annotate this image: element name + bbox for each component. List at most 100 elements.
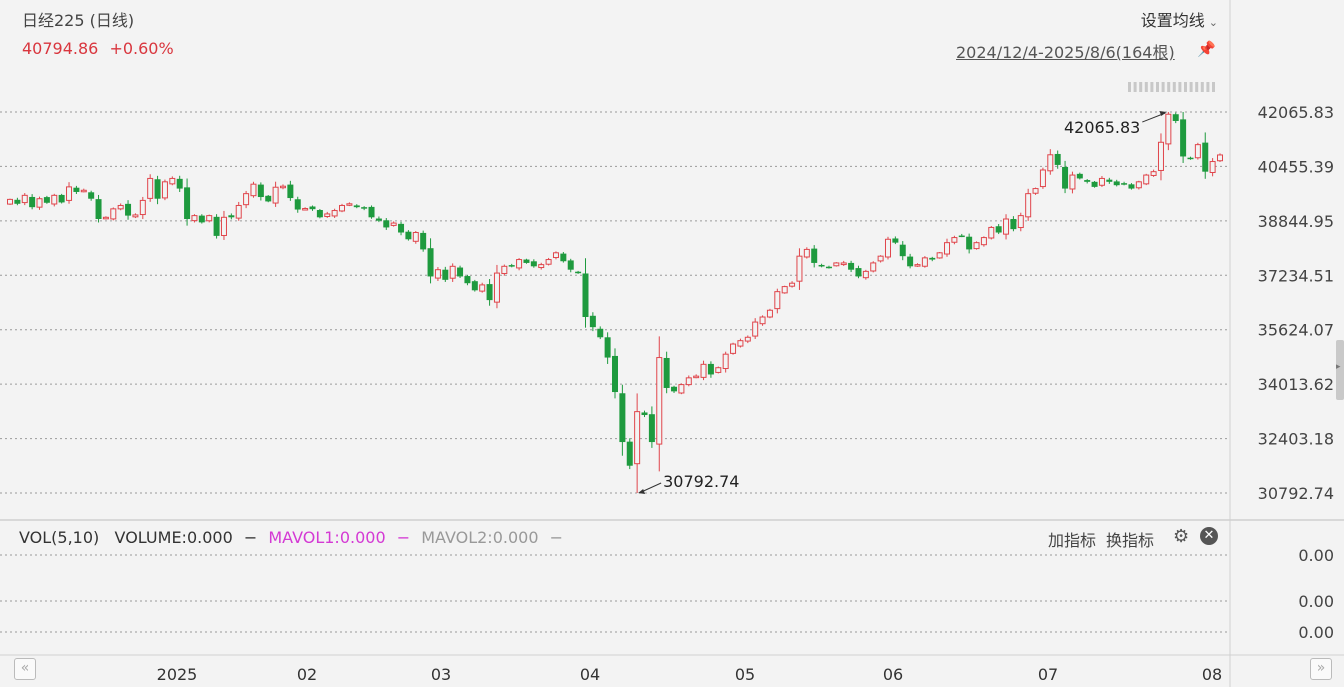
candle-body-up <box>51 194 58 205</box>
candle-body-up <box>479 284 486 292</box>
candle-body-down <box>398 223 405 233</box>
set-moving-average-button[interactable]: 设置均线 ⌄ <box>1141 7 1218 31</box>
candle-body-down <box>457 267 464 277</box>
x-tick-label: 05 <box>735 665 755 684</box>
candle-body-down <box>1010 218 1017 230</box>
candle-body-up <box>921 257 928 267</box>
volume-value: VOLUME:0.000 <box>114 528 233 547</box>
candle-body-down <box>508 265 515 267</box>
candle-body-up <box>685 377 692 386</box>
candle-body-down <box>707 363 714 375</box>
candle-body-down <box>14 199 21 204</box>
candle-body-up <box>914 264 921 267</box>
y-tick-label: 35624.07 <box>1258 321 1334 340</box>
candle-body-up <box>980 237 987 246</box>
candle-body-down <box>1091 181 1098 187</box>
candle-body-up <box>730 343 737 354</box>
candle-body-up <box>1194 144 1201 159</box>
candle-body-down <box>567 260 574 270</box>
candle-body-up <box>552 252 559 259</box>
candle-body-down <box>287 184 294 199</box>
candle-body-down <box>619 393 626 443</box>
mark-strip <box>1156 82 1159 92</box>
candle-body-down <box>958 235 965 238</box>
mark-strip <box>1184 82 1187 92</box>
candle-body-up <box>169 177 176 185</box>
scroll-left-button[interactable]: « <box>14 658 36 680</box>
add-indicator-button[interactable]: 加指标 <box>1048 531 1097 550</box>
high-arrowhead <box>1159 111 1167 116</box>
candle-body-up <box>516 259 523 269</box>
x-tick-label: 02 <box>297 665 317 684</box>
gear-icon[interactable]: ⚙ <box>1173 526 1190 547</box>
candle-body-up <box>538 264 545 269</box>
candle-body-up <box>1209 161 1216 173</box>
candle-body-up <box>279 185 286 189</box>
ma-button-label: 设置均线 <box>1140 11 1205 30</box>
mark-strip <box>1206 82 1210 92</box>
candle-body-up <box>1047 154 1054 172</box>
candle-body-down <box>575 271 582 274</box>
x-tick-label: 03 <box>431 665 451 684</box>
candle-body-down <box>73 187 80 192</box>
candle-body-down <box>671 386 678 392</box>
candle-body-up <box>870 262 877 272</box>
candle-body-up <box>944 242 951 255</box>
candle-body-down <box>1113 181 1120 186</box>
date-range-link[interactable]: 2024/12/4-2025/8/6(164根) <box>956 43 1175 62</box>
candle-body-up <box>434 269 441 279</box>
candle-body-down <box>1054 153 1061 165</box>
candle-body-down <box>582 273 589 318</box>
candle-body-down <box>1121 183 1128 185</box>
y-tick-label: 30792.74 <box>1258 484 1334 503</box>
y-tick-label: 38844.95 <box>1258 212 1334 231</box>
candle-body-down <box>560 253 567 262</box>
high-label: 42065.83 <box>1064 118 1140 137</box>
candle-body-down <box>1062 166 1069 189</box>
candle-body-down <box>966 236 973 250</box>
volume-tick-label: 0.00 <box>1298 592 1334 611</box>
scrollbar-handle[interactable] <box>1336 340 1344 400</box>
candle-body-up <box>1217 154 1223 162</box>
candle-body-down <box>368 206 375 218</box>
y-tick-label: 32403.18 <box>1258 430 1334 449</box>
candle-body-down <box>899 244 906 257</box>
candle-body-up <box>132 214 139 218</box>
candle-body-down <box>1202 142 1209 172</box>
candle-body-up <box>1098 177 1105 186</box>
candle-body-up <box>545 259 552 265</box>
mark-strip <box>1133 82 1137 92</box>
candle-body-down <box>213 216 220 236</box>
mark-strip <box>1189 82 1193 92</box>
candle-body-up <box>412 232 419 242</box>
candle-body-down <box>464 276 471 284</box>
close-icon[interactable]: ✕ <box>1200 527 1218 545</box>
pin-icon[interactable]: 📌 <box>1197 40 1216 58</box>
volume-legend: VOL(5,10) VOLUME:0.000 − MAVOL1:0.000 − … <box>19 528 569 547</box>
candle-body-down <box>523 259 530 263</box>
volume-tick-label: 0.00 <box>1298 623 1334 642</box>
x-tick-label: 2025 <box>157 665 198 684</box>
scroll-right-button[interactable]: » <box>1310 658 1332 680</box>
last-price: 40794.86 <box>22 39 99 58</box>
mark-strip <box>1144 82 1148 92</box>
candle-body-down <box>29 196 36 208</box>
candle-body-up <box>501 265 508 274</box>
candle-body-up <box>833 262 840 267</box>
candle-body-down <box>929 257 936 260</box>
candle-body-up <box>744 336 751 342</box>
candle-body-down <box>612 355 618 393</box>
mark-strip <box>1200 82 1204 92</box>
candle-body-up <box>235 204 242 219</box>
volume-dash: − <box>243 528 258 547</box>
candle-body-down <box>907 256 914 267</box>
candle-body-up <box>781 286 788 294</box>
candle-body-up <box>1150 171 1157 176</box>
candle-body-down <box>1128 184 1135 189</box>
candle-body-down <box>375 218 382 221</box>
switch-indicator-button[interactable]: 换指标 <box>1106 531 1155 550</box>
candle-body-up <box>110 208 117 220</box>
candle-body-up <box>102 216 109 220</box>
candle-body-up <box>693 375 700 379</box>
